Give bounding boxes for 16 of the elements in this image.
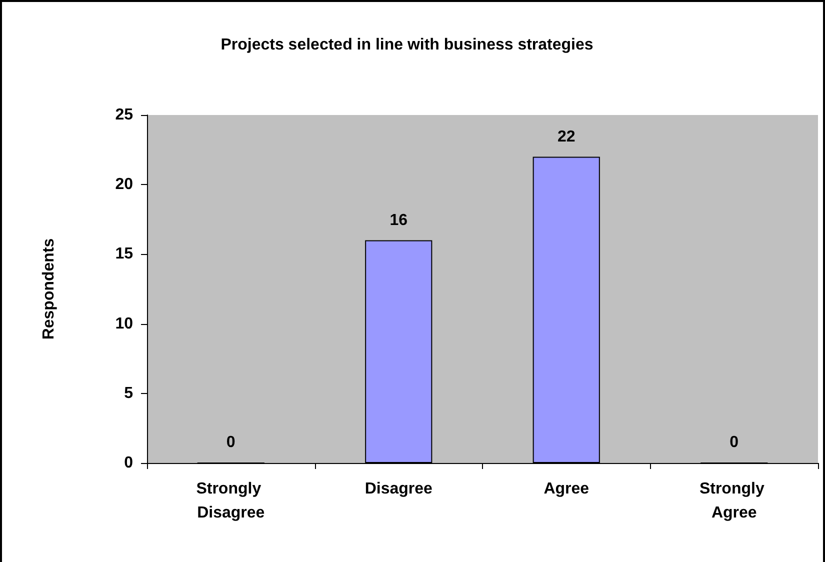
data-label: 0 — [226, 434, 236, 451]
data-label: 22 — [557, 128, 576, 146]
x-tick-label: Agree — [544, 480, 590, 498]
chart-title: Projects selected in line with business strategies — [220, 36, 594, 54]
data-label: 16 — [390, 212, 408, 229]
y-tick-label: 5 — [124, 384, 134, 402]
data-label: 0 — [730, 434, 739, 451]
y-tick-label: 20 — [115, 176, 134, 194]
x-tick-label: Strongly Agree — [699, 480, 769, 522]
y-tick-label: 0 — [124, 454, 134, 472]
y-tick-label: 25 — [115, 106, 134, 124]
x-tick-label: Strongly Disagree — [196, 480, 266, 522]
y-tick-label: 10 — [115, 315, 134, 332]
x-tick-label: Disagree — [364, 480, 433, 498]
y-tick-label: 15 — [115, 246, 134, 263]
y-axis-title: Respondents — [40, 238, 58, 340]
